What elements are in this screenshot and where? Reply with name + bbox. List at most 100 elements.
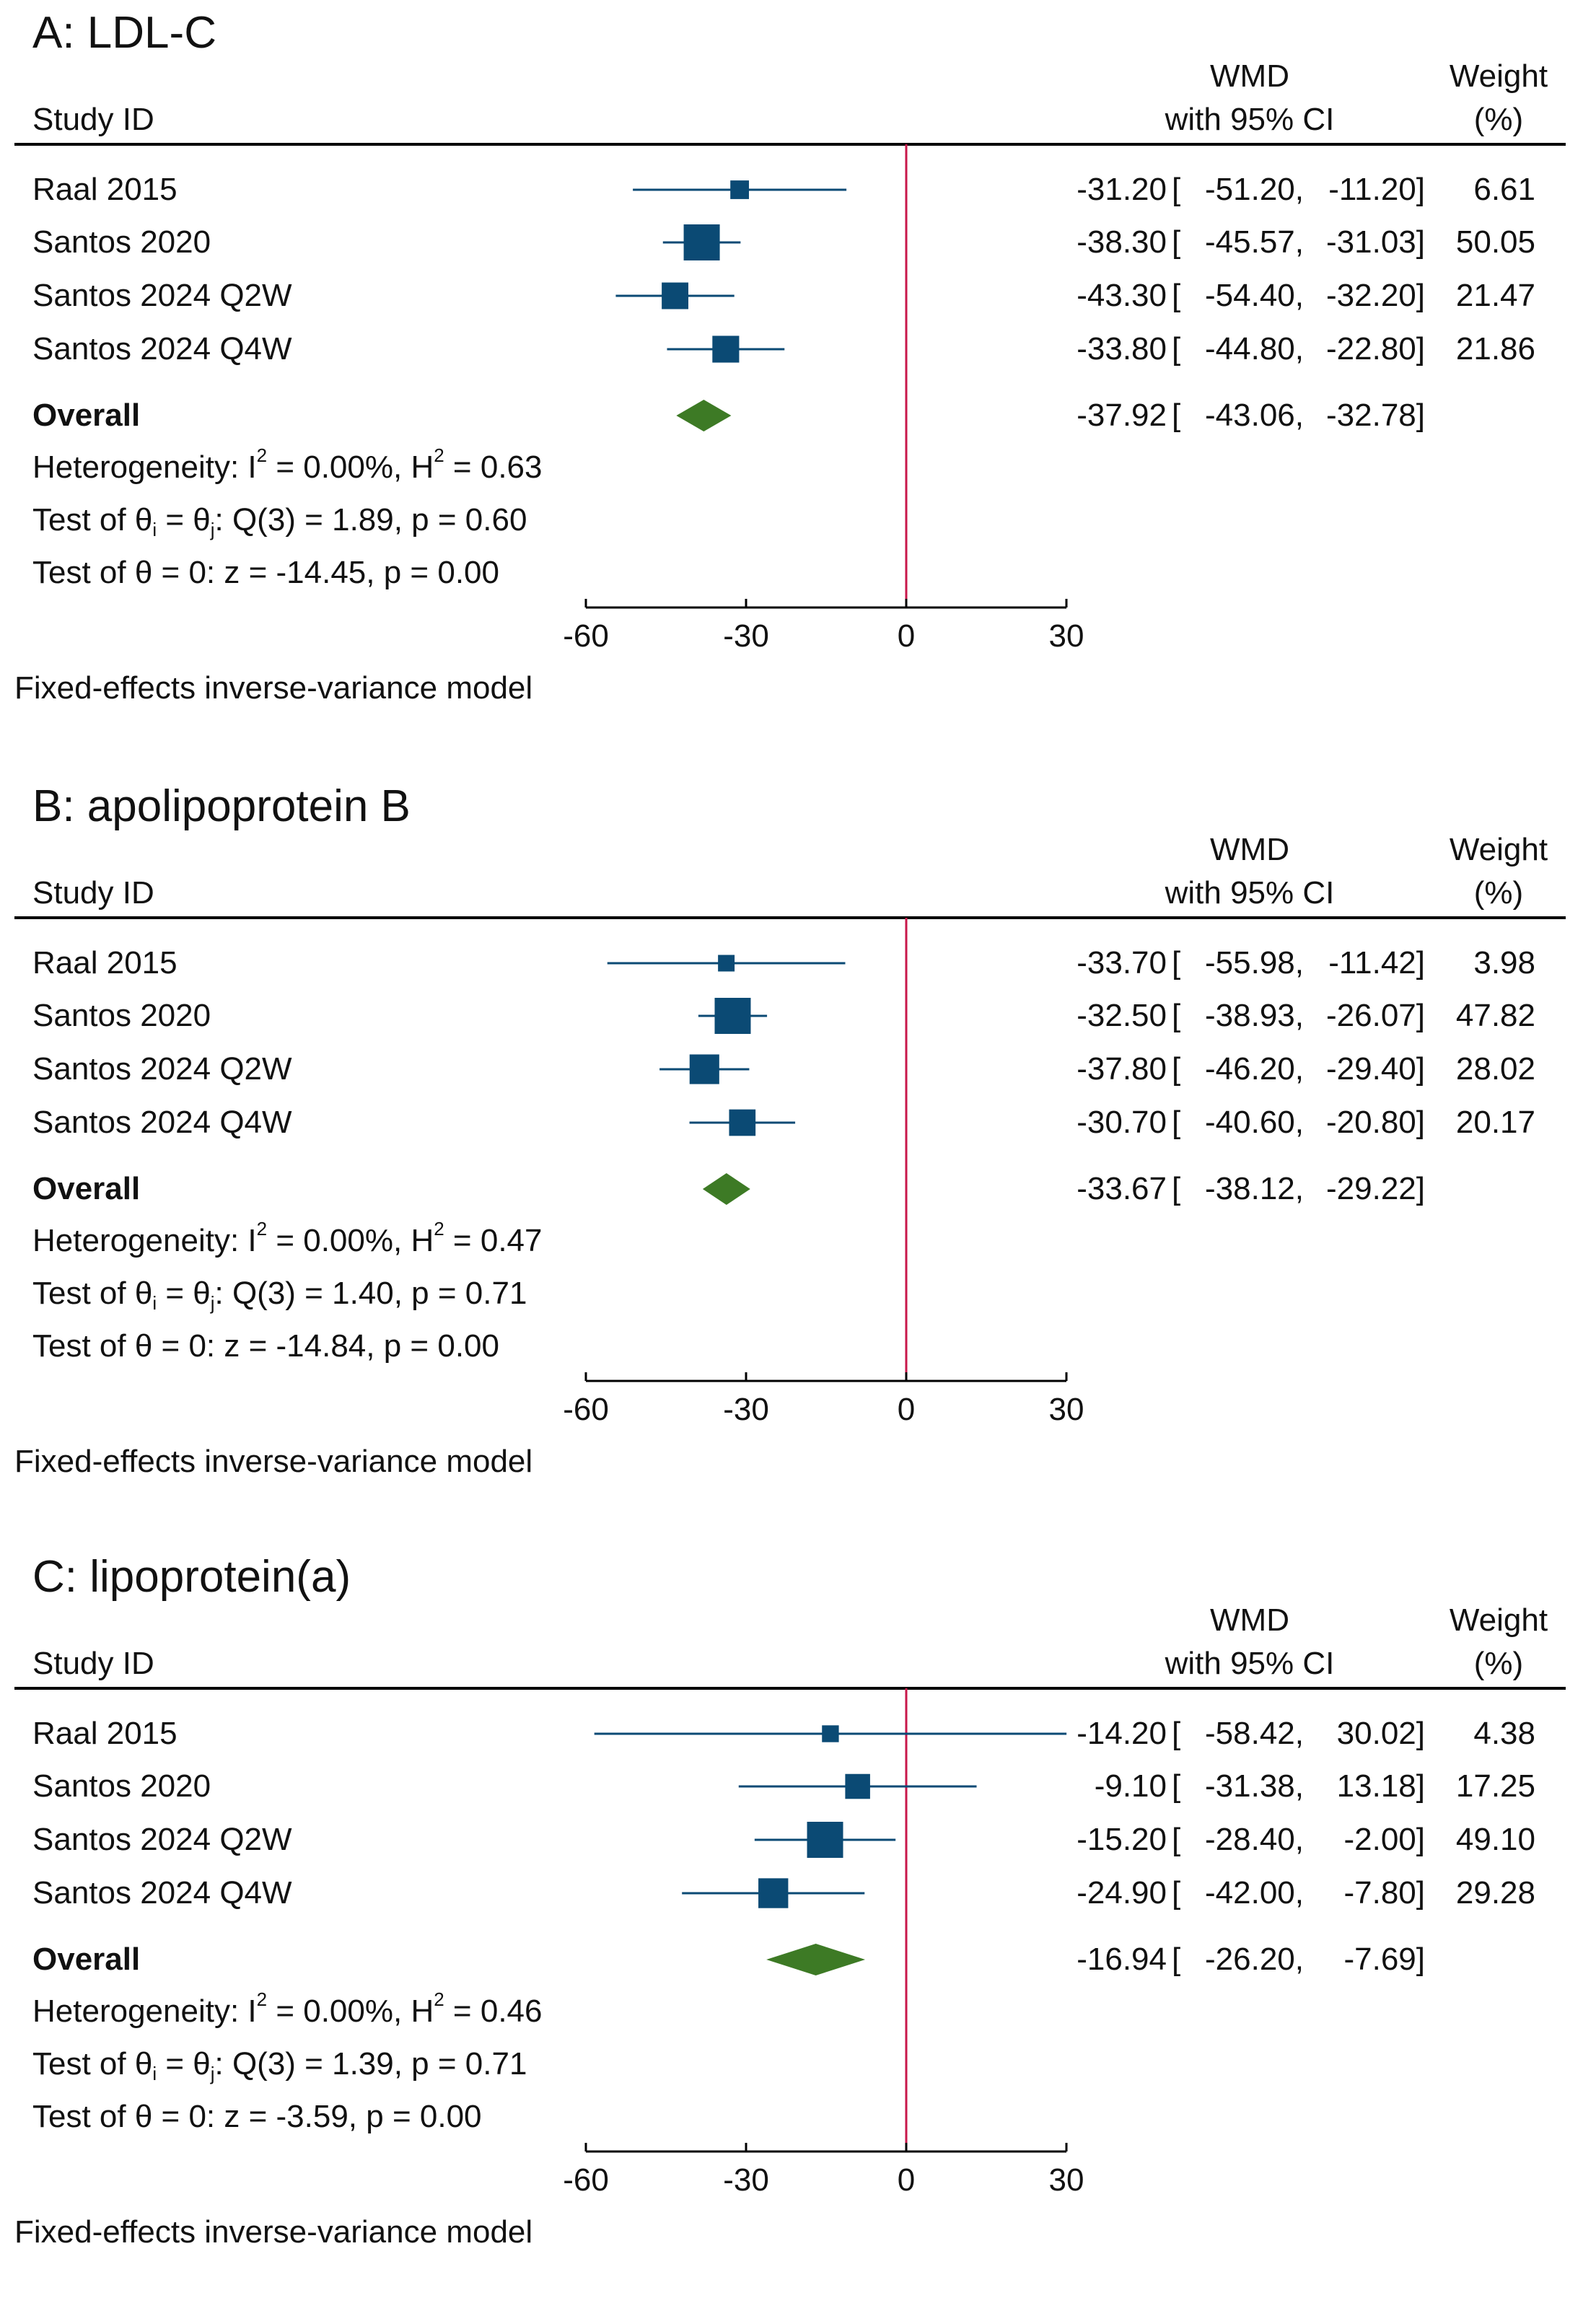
study-marker <box>689 1054 719 1084</box>
het-sq-h: 2 <box>434 1988 444 2010</box>
ci-upper: -20.80] <box>1326 1105 1425 1140</box>
study-name: Santos 2020 <box>32 998 211 1033</box>
study-name: Santos 2024 Q4W <box>32 331 292 367</box>
ci-lower: -28.40, <box>1205 1822 1304 1857</box>
ci-bracket: [ <box>1172 1768 1181 1804</box>
study-name: Raal 2015 <box>32 172 177 207</box>
x-tick-label: -30 <box>723 2162 769 2198</box>
ci-lower: -40.60, <box>1205 1105 1304 1140</box>
header-study-id: Study ID <box>32 1646 154 1681</box>
ci-upper: -29.22] <box>1326 1171 1425 1206</box>
weight-value: 4.38 <box>1473 1716 1535 1751</box>
model-note: Fixed-effects inverse-variance model <box>14 670 533 706</box>
heterogeneity-stat: Heterogeneity: I2 = 0.00%, H2 = 0.63 <box>32 446 542 486</box>
header-weight: Weight <box>1449 832 1548 867</box>
x-tick-label: -60 <box>563 1392 609 1427</box>
ci-bracket: [ <box>1172 1875 1181 1911</box>
x-tick-label: 30 <box>1049 1392 1084 1427</box>
header-weight-unit: (%) <box>1473 1646 1524 1681</box>
test-homogeneity: Test of θi = θj: Q(3) = 1.39, p = 0.71 <box>32 2045 527 2083</box>
study-marker <box>712 335 740 363</box>
weight-value: 6.61 <box>1473 172 1535 207</box>
ci-upper: -7.69] <box>1343 1942 1425 1977</box>
forest-panel-c: C: lipoprotein(a) Study ID WMD with 95% CI W… <box>0 1544 1596 2316</box>
ci-lower: -38.12, <box>1205 1171 1304 1206</box>
test-overall-effect: Test of θ = 0: z = -14.45, p = 0.00 <box>32 555 499 590</box>
tq-sub-j: j <box>210 519 215 540</box>
weight-value: 21.86 <box>1455 331 1535 367</box>
study-name: Santos 2020 <box>32 1768 211 1804</box>
weight-value: 49.10 <box>1455 1822 1535 1857</box>
study-name: Santos 2024 Q2W <box>32 1051 292 1087</box>
ci-upper: -32.78] <box>1326 398 1425 433</box>
tq-prefix: Test of θ <box>32 2046 153 2082</box>
ci-lower: -54.40, <box>1205 278 1304 313</box>
weight-value: 47.82 <box>1455 998 1535 1033</box>
tq-eq: = θ <box>157 2046 211 2082</box>
ci-bracket: [ <box>1172 331 1181 367</box>
het-suffix: = 0.46 <box>444 1993 543 2029</box>
ci-bracket: [ <box>1172 278 1181 313</box>
heterogeneity-stat: Heterogeneity: I2 = 0.00%, H2 = 0.46 <box>32 1990 543 2030</box>
study-name: Santos 2024 Q2W <box>32 278 292 313</box>
overall-label: Overall <box>32 1171 141 1206</box>
tq-sub-i: i <box>152 1292 157 1314</box>
ci-bracket: [ <box>1172 172 1181 207</box>
header-ci: with 95% CI <box>1165 1646 1335 1681</box>
forest-panel-b: B: apolipoprotein B Study ID WMD with 95% C… <box>0 773 1596 1545</box>
ci-upper: -7.80] <box>1343 1875 1425 1911</box>
het-sq-i: 2 <box>256 444 268 466</box>
study-marker <box>822 1725 839 1742</box>
ci-lower: -51.20, <box>1205 172 1304 207</box>
ci-lower: -43.06, <box>1205 398 1304 433</box>
overall-label: Overall <box>32 1942 141 1977</box>
panel-title: C: lipoprotein(a) <box>32 1552 351 1602</box>
ci-lower: -31.38, <box>1205 1768 1304 1804</box>
header-weight-unit: (%) <box>1473 102 1524 137</box>
wmd-value: -16.94 <box>1077 1942 1167 1977</box>
ci-lower: -55.98, <box>1205 945 1304 981</box>
study-name: Santos 2024 Q4W <box>32 1875 292 1911</box>
het-prefix: Heterogeneity: I <box>32 1993 257 2029</box>
tq-suffix: : Q(3) = 1.89, p = 0.60 <box>214 502 527 538</box>
study-marker <box>845 1773 870 1799</box>
x-tick-label: 0 <box>898 1392 915 1427</box>
ci-bracket: [ <box>1172 998 1181 1033</box>
model-note: Fixed-effects inverse-variance model <box>14 2214 533 2250</box>
study-name: Santos 2020 <box>32 224 211 260</box>
ci-bracket: [ <box>1172 224 1181 260</box>
wmd-value: -43.30 <box>1077 278 1167 313</box>
ci-upper: -26.07] <box>1326 998 1425 1033</box>
study-marker <box>730 180 750 199</box>
wmd-value: -33.67 <box>1077 1171 1167 1206</box>
header-wmd: WMD <box>1210 58 1289 94</box>
wmd-value: -38.30 <box>1077 224 1167 260</box>
x-tick-label: 30 <box>1049 618 1084 654</box>
panel-title: B: apolipoprotein B <box>32 781 411 831</box>
ci-upper: -32.20] <box>1326 278 1425 313</box>
study-marker <box>662 282 689 310</box>
forest-panel-a: A: LDL-C Study ID WMD with 95% CI Weight (%) R… <box>0 0 1596 772</box>
test-overall-effect: Test of θ = 0: z = -3.59, p = 0.00 <box>32 2099 482 2134</box>
ci-upper: -11.42] <box>1328 945 1425 981</box>
x-tick-label: -30 <box>723 618 769 654</box>
ci-upper: -29.40] <box>1326 1051 1425 1087</box>
x-tick-label: 0 <box>898 2162 915 2198</box>
ci-upper: -22.80] <box>1326 331 1425 367</box>
ci-lower: -58.42, <box>1205 1716 1304 1751</box>
tq-sub-i: i <box>152 2063 157 2084</box>
ci-lower: -45.57, <box>1205 224 1304 260</box>
het-prefix: Heterogeneity: I <box>32 449 257 485</box>
study-marker <box>807 1822 843 1858</box>
ci-lower: -26.20, <box>1205 1942 1304 1977</box>
overall-diamond <box>766 1944 866 1975</box>
tq-suffix: : Q(3) = 1.40, p = 0.71 <box>214 1276 527 1311</box>
header-weight: Weight <box>1449 58 1548 94</box>
het-suffix: = 0.47 <box>444 1223 543 1258</box>
tq-sub-j: j <box>210 1292 215 1314</box>
ci-bracket: [ <box>1172 1942 1181 1977</box>
x-tick-label: 30 <box>1049 2162 1084 2198</box>
het-mid: = 0.00%, H <box>267 449 434 485</box>
test-homogeneity: Test of θi = θj: Q(3) = 1.40, p = 0.71 <box>32 1275 527 1312</box>
forest-plot-area: -60 -30 0 30 <box>563 918 1084 1427</box>
